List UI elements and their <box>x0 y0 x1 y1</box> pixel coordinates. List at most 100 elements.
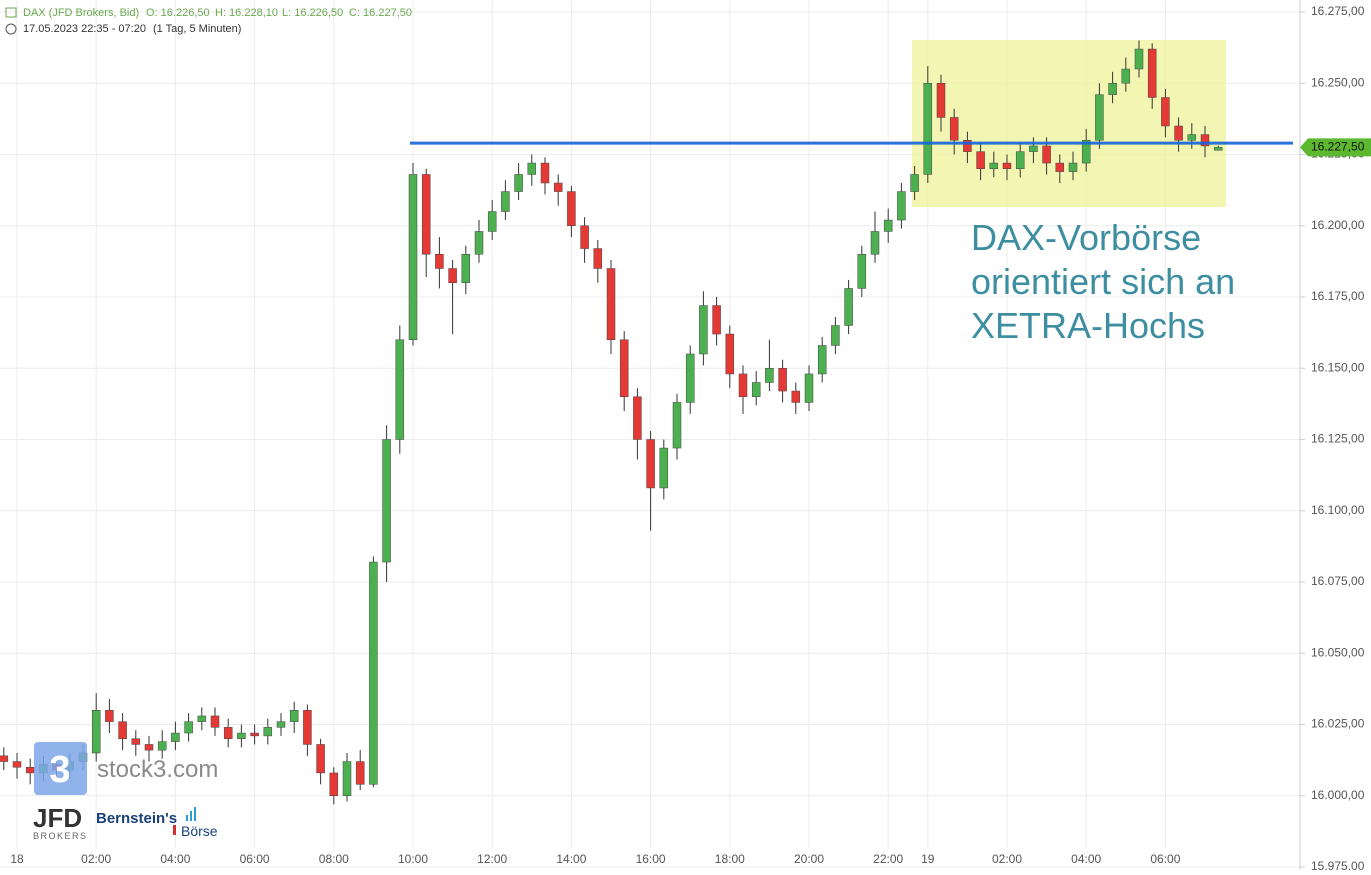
header: DAX (JFD Brokers, Bid) O: 16.226,50 H: 1… <box>5 7 412 35</box>
logo-bar <box>186 815 188 821</box>
candle-body <box>395 339 405 440</box>
candle-body <box>593 248 603 269</box>
candle-body <box>303 710 312 745</box>
y-tick-label: 16.175,00 <box>1311 289 1365 303</box>
watermarks: 3 stock3.com JFD BROKERS Bernstein's Bör… <box>33 742 218 841</box>
y-tick-label: 16.150,00 <box>1311 360 1365 374</box>
jfd-text: JFD <box>33 803 82 833</box>
clock-icon <box>5 23 17 35</box>
candle-body <box>540 162 550 184</box>
candle-body <box>1213 147 1223 151</box>
x-tick-label: 10:00 <box>398 852 428 866</box>
candle-body <box>923 83 933 175</box>
x-tick-label: 06:00 <box>1150 852 1180 866</box>
candle-body <box>1187 134 1197 141</box>
highlight-box <box>912 40 1226 207</box>
candle-body <box>514 174 523 192</box>
y-tick-label: 16.050,00 <box>1311 645 1365 659</box>
candle-body <box>408 174 418 340</box>
y-tick-label: 16.250,00 <box>1311 75 1365 89</box>
candle-body <box>157 741 167 751</box>
candle-body <box>989 162 999 170</box>
candle-body <box>1161 97 1170 127</box>
candle-body <box>712 305 721 335</box>
candle-body <box>725 333 735 375</box>
y-tick-label: 16.125,00 <box>1311 432 1365 446</box>
candle-body <box>699 305 708 355</box>
candle-body <box>567 191 576 227</box>
candle-body <box>1015 151 1025 169</box>
candle-body <box>1174 125 1183 141</box>
stock3-text: stock3.com <box>97 756 218 783</box>
x-tick-label: 04:00 <box>160 852 190 866</box>
open-label: O: 16.226,50 <box>146 7 210 19</box>
candle-body <box>1108 83 1117 95</box>
stock3-logo-text: 3 <box>49 749 70 791</box>
candle-body <box>342 761 352 796</box>
y-tick-label: 16.075,00 <box>1311 574 1365 588</box>
candle-body <box>1055 162 1065 172</box>
candle-body <box>646 439 655 489</box>
instrument: DAX (JFD Brokers, Bid) <box>23 7 139 19</box>
candle-body <box>685 353 695 403</box>
candle-body <box>289 710 299 722</box>
candle-body <box>765 368 774 383</box>
candle-body <box>606 268 616 340</box>
candle-body <box>633 396 642 440</box>
x-tick-label: 06:00 <box>240 852 270 866</box>
candle-body <box>91 710 101 754</box>
candle-body <box>223 727 233 739</box>
candle-body <box>804 373 814 403</box>
candle-body <box>936 83 946 118</box>
candle-body <box>1068 162 1078 172</box>
high-label: H: 16.228,10 <box>215 7 278 19</box>
candle-body <box>210 715 220 728</box>
x-tick-label: 20:00 <box>794 852 824 866</box>
price-marker <box>1300 138 1371 157</box>
x-tick-label: 19 <box>921 852 935 866</box>
close-label: C: 16.227,50 <box>349 7 412 19</box>
candle-body <box>659 447 669 489</box>
candle-body <box>1200 134 1210 147</box>
candle-body <box>329 772 339 797</box>
candle-body <box>897 191 906 221</box>
y-axis: 15.975,00 16.000,00 16.025,00 16.050,00 16.0… <box>1300 4 1371 873</box>
candle-body <box>144 744 154 751</box>
candle-body <box>976 151 985 169</box>
x-tick-label: 08:00 <box>319 852 349 866</box>
candle-body <box>501 191 510 212</box>
x-tick-label: 04:00 <box>1071 852 1101 866</box>
y-tick-label: 16.275,00 <box>1311 4 1365 18</box>
candle-body <box>25 767 35 774</box>
candle-body <box>1042 145 1051 164</box>
candle-body <box>184 721 193 734</box>
logo-bar <box>190 811 192 821</box>
candle-body <box>316 744 325 774</box>
x-tick-label: 18:00 <box>715 852 745 866</box>
logo-bar <box>173 825 176 835</box>
annotation-line: orientiert sich an <box>971 261 1235 302</box>
x-tick-label: 16:00 <box>636 852 666 866</box>
candle-body <box>791 390 801 403</box>
candle-body <box>1147 48 1157 98</box>
candle-body <box>870 231 880 255</box>
x-tick-label: 22:00 <box>873 852 903 866</box>
candle-body <box>448 268 457 283</box>
jfd-sub: BROKERS <box>33 831 88 841</box>
x-tick-label: 12:00 <box>477 852 507 866</box>
candle-body <box>738 373 748 398</box>
candle-body <box>1029 145 1038 152</box>
candle-body <box>105 710 114 722</box>
price-marker-label: 16.227,50 <box>1311 140 1365 154</box>
candle-body <box>118 721 127 740</box>
candle-body <box>461 254 471 283</box>
candle-body <box>382 439 391 563</box>
x-tick-label: 02:00 <box>992 852 1022 866</box>
candle-body <box>580 225 589 249</box>
stock3-logo <box>34 742 87 795</box>
candle-body <box>474 231 484 255</box>
candle-body <box>0 755 9 762</box>
candle-body <box>1134 48 1144 70</box>
candle-body <box>883 219 893 232</box>
annotation-line: DAX-Vorbörse <box>971 217 1201 258</box>
